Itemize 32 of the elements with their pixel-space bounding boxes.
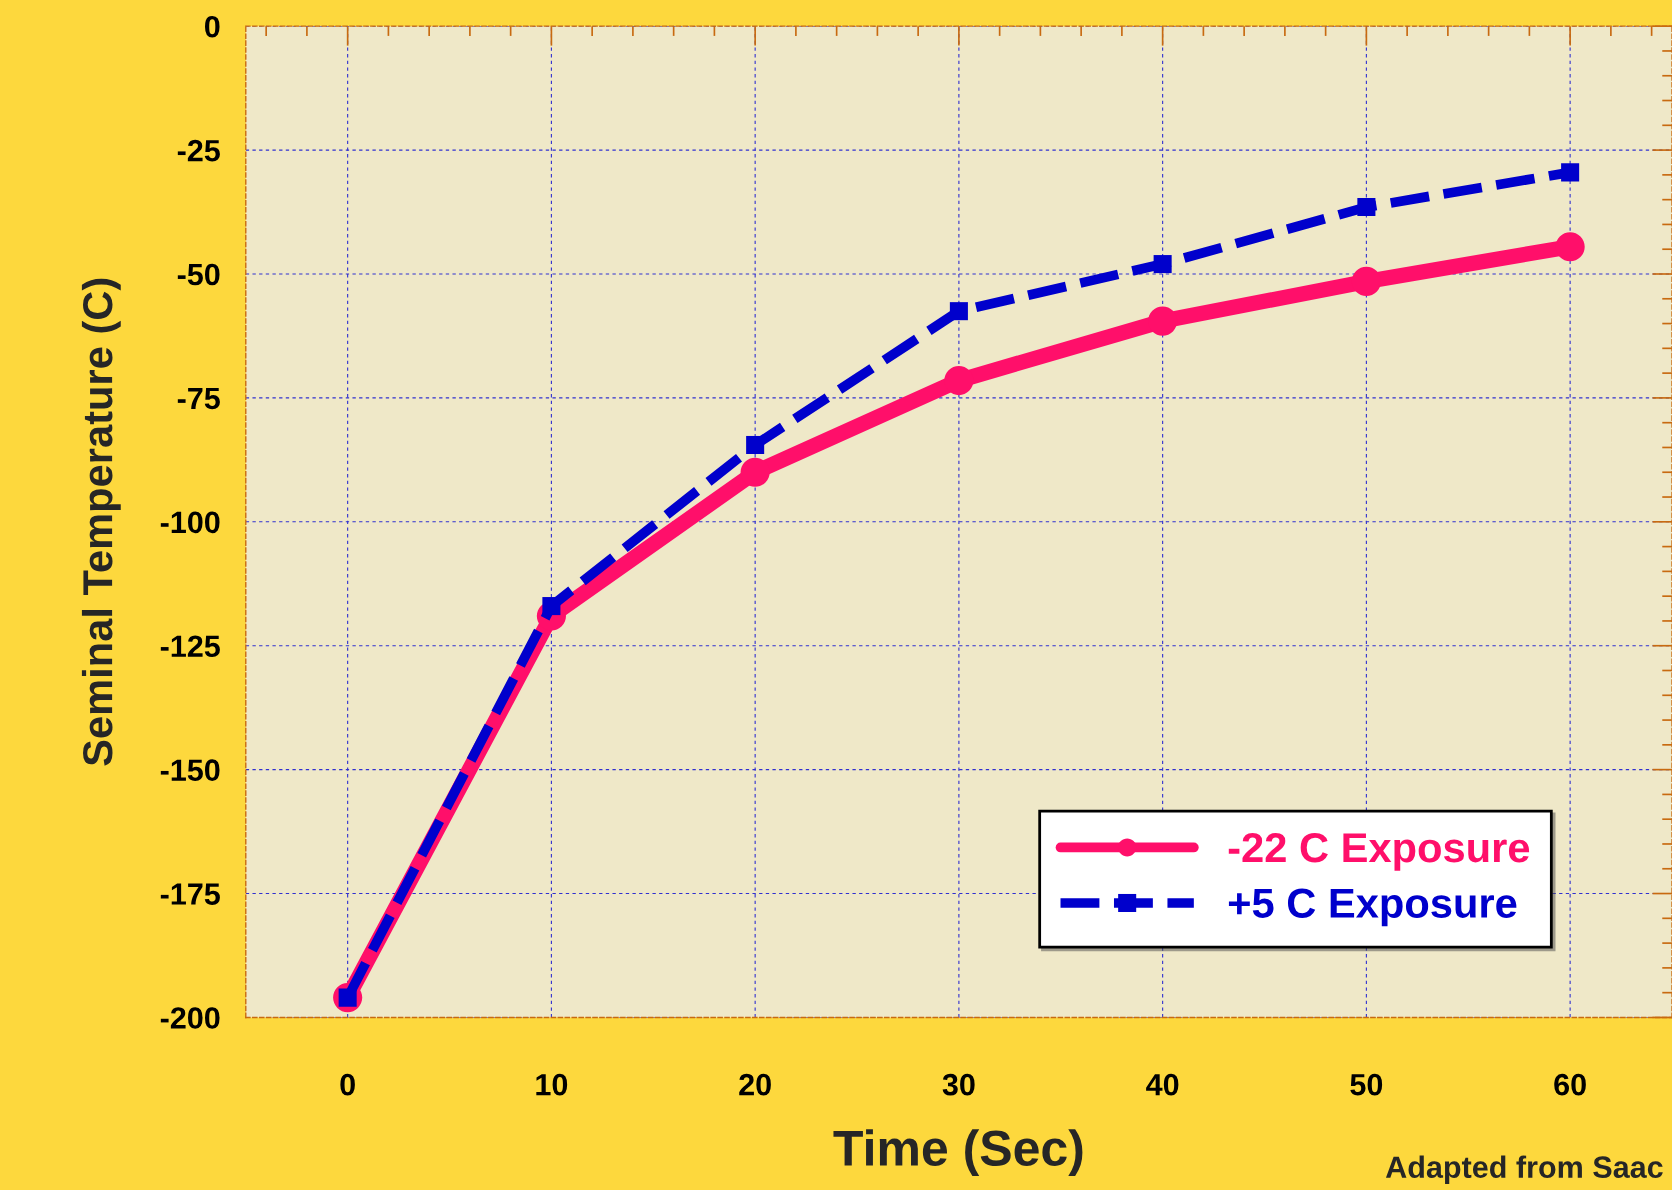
y-tick-label: -125 (160, 635, 220, 658)
legend-label: -22 C Exposure (1228, 832, 1530, 871)
x-tick-label: 30 (942, 1073, 975, 1096)
point (740, 457, 770, 487)
legend-label: +5 C Exposure (1228, 888, 1517, 927)
y-axis-title: Seminal Temperature (C) (81, 278, 121, 766)
point (746, 435, 765, 455)
point (1555, 232, 1585, 262)
y-tick-label: -150 (160, 759, 220, 781)
point (542, 597, 561, 616)
point (949, 302, 968, 321)
y-tick-label: -200 (160, 1007, 220, 1029)
x-tick-label: 50 (1350, 1073, 1383, 1096)
y-tick-label: -75 (177, 387, 220, 410)
point (1153, 255, 1172, 274)
point (1148, 306, 1178, 336)
point (1357, 198, 1376, 217)
x-tick-label: 20 (739, 1073, 771, 1096)
x-tick-label: 0 (340, 1073, 355, 1096)
point (944, 365, 974, 396)
y-tick-label: -175 (160, 883, 220, 905)
y-tick-label: 0 (205, 15, 220, 38)
x-tick-label: 10 (536, 1073, 568, 1096)
y-tick-label: -50 (177, 263, 220, 286)
x-axis-title: Time (Sec) (833, 1129, 1083, 1176)
y-tick-label: -100 (160, 511, 220, 534)
x-tick-label: 60 (1554, 1073, 1586, 1096)
text: Adapted from Saac (1385, 1155, 1663, 1185)
point (1561, 163, 1580, 182)
y-tick-label: -25 (177, 139, 220, 162)
point (1351, 266, 1381, 297)
x-tick-label: 40 (1146, 1073, 1179, 1096)
